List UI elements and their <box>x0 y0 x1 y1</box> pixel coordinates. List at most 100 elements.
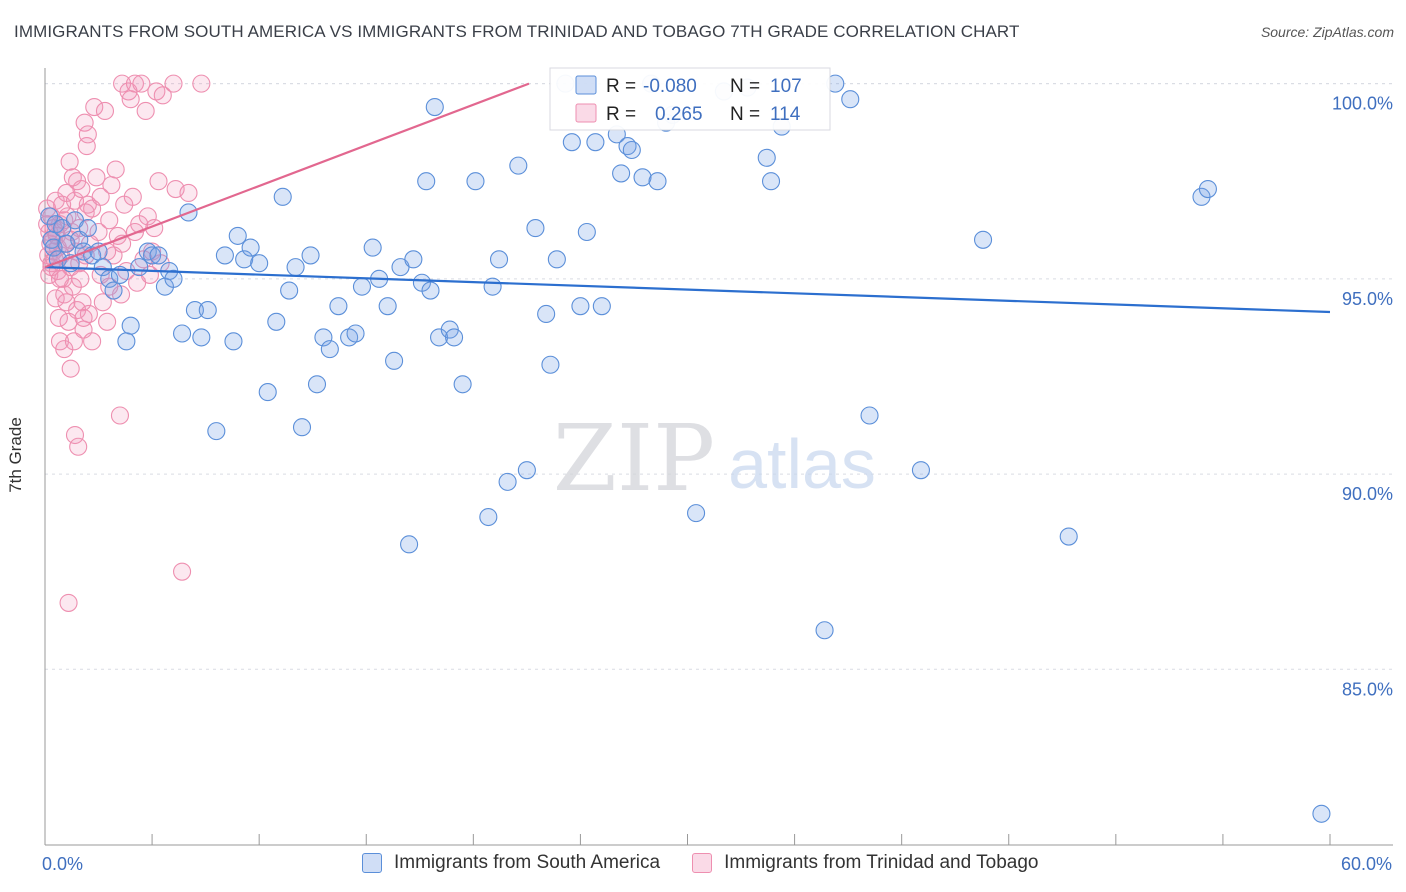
point-trinidad <box>123 187 142 206</box>
point-trinidad <box>132 74 151 93</box>
legend-swatch-trinidad <box>692 853 713 873</box>
legend-r-value-blue: -0.080 <box>643 76 697 97</box>
point-trinidad <box>55 340 74 359</box>
point-trinidad <box>173 562 192 581</box>
x-tick-label-min: 0.0% <box>42 854 83 874</box>
legend-label-trinidad: Immigrants from Trinidad and Tobago <box>724 852 1039 873</box>
point-south-america <box>498 472 517 491</box>
point-south-america <box>346 324 365 343</box>
watermark-zip: ZIP <box>553 405 715 512</box>
x-ticks <box>44 834 1331 845</box>
point-south-america <box>235 250 254 269</box>
point-south-america <box>286 258 305 277</box>
point-trinidad <box>74 308 93 327</box>
point-trinidad <box>73 293 92 312</box>
point-south-america <box>352 277 372 296</box>
point-south-america <box>687 504 706 523</box>
point-south-america <box>192 328 211 347</box>
point-south-america <box>121 316 140 335</box>
point-south-america <box>757 148 776 167</box>
point-trinidad <box>136 101 155 120</box>
y-tick-label: 95.0% <box>1342 289 1393 309</box>
point-trinidad <box>65 425 85 445</box>
legend-r-label-blue: R = <box>606 76 636 97</box>
point-trinidad <box>49 308 68 327</box>
point-south-america <box>78 219 97 238</box>
point-south-america <box>1198 179 1217 199</box>
point-south-america <box>400 535 419 554</box>
point-trinidad <box>85 97 104 117</box>
point-south-america <box>404 250 423 269</box>
legend-r-label-pink: R = <box>606 104 636 125</box>
point-trinidad <box>64 332 83 351</box>
point-south-america <box>273 187 292 206</box>
point-south-america <box>466 172 485 191</box>
point-trinidad <box>60 152 79 171</box>
point-trinidad <box>164 74 183 93</box>
point-south-america <box>198 301 217 320</box>
point-south-america <box>509 156 528 175</box>
legend-item-trinidad: Immigrants from Trinidad and Tobago <box>692 852 1038 874</box>
axes <box>44 68 1393 846</box>
point-south-america <box>149 246 168 265</box>
point-trinidad <box>72 179 91 199</box>
point-south-america <box>445 328 464 347</box>
legend-swatch-pink <box>575 103 597 123</box>
point-south-america <box>860 406 879 425</box>
grid-lines <box>45 83 1393 670</box>
trend-line-south-america <box>44 266 1331 314</box>
point-trinidad <box>106 160 125 179</box>
point-trinidad <box>61 359 80 378</box>
point-trinidad <box>87 168 106 187</box>
point-south-america <box>577 222 596 242</box>
point-south-america <box>385 351 404 370</box>
point-south-america <box>815 621 834 640</box>
point-south-america <box>241 238 260 257</box>
point-south-america <box>453 375 472 394</box>
point-south-america <box>1312 804 1331 823</box>
point-south-america <box>215 246 234 265</box>
point-south-america <box>483 277 502 296</box>
point-south-america <box>421 281 440 300</box>
point-trinidad <box>149 172 168 191</box>
point-trinidad <box>192 74 211 93</box>
point-trinidad <box>138 207 157 226</box>
point-south-america <box>592 297 611 316</box>
watermark: ZIP atlas <box>553 405 876 512</box>
x-tick-label-max: 60.0% <box>1341 854 1392 874</box>
point-trinidad <box>78 125 97 144</box>
point-trinidad <box>89 222 108 242</box>
point-south-america <box>207 422 226 441</box>
legend-item-south-america: Immigrants from South America <box>362 852 660 874</box>
point-trinidad <box>179 183 198 202</box>
trend-line-trinidad <box>44 82 530 269</box>
point-south-america <box>267 312 286 331</box>
y-tick-label: 100.0% <box>1332 94 1393 114</box>
legend-n-label-blue: N = <box>730 76 760 97</box>
point-south-america <box>93 258 112 277</box>
watermark-atlas: atlas <box>728 425 876 503</box>
point-south-america <box>250 254 269 273</box>
legend-n-label-pink: N = <box>730 104 760 125</box>
point-south-america <box>228 226 247 245</box>
point-south-america <box>489 250 509 269</box>
point-south-america <box>224 332 243 351</box>
point-trinidad <box>59 593 78 612</box>
legend-swatch-south-america <box>362 853 382 873</box>
point-south-america <box>185 301 204 320</box>
point-south-america <box>911 461 930 480</box>
point-south-america <box>417 172 436 191</box>
point-trinidad <box>75 113 94 132</box>
stats-legend-frame <box>549 67 831 131</box>
point-south-america <box>648 172 667 191</box>
point-trinidad <box>95 101 115 120</box>
point-south-america <box>479 507 498 527</box>
point-south-america <box>320 340 339 359</box>
point-south-america <box>841 90 860 109</box>
point-trinidad <box>83 332 102 351</box>
point-south-america <box>541 355 560 374</box>
y-tick-label: 85.0% <box>1342 679 1393 699</box>
y-axis-label: 7th Grade <box>6 417 25 493</box>
legend-swatch-blue <box>575 75 597 95</box>
